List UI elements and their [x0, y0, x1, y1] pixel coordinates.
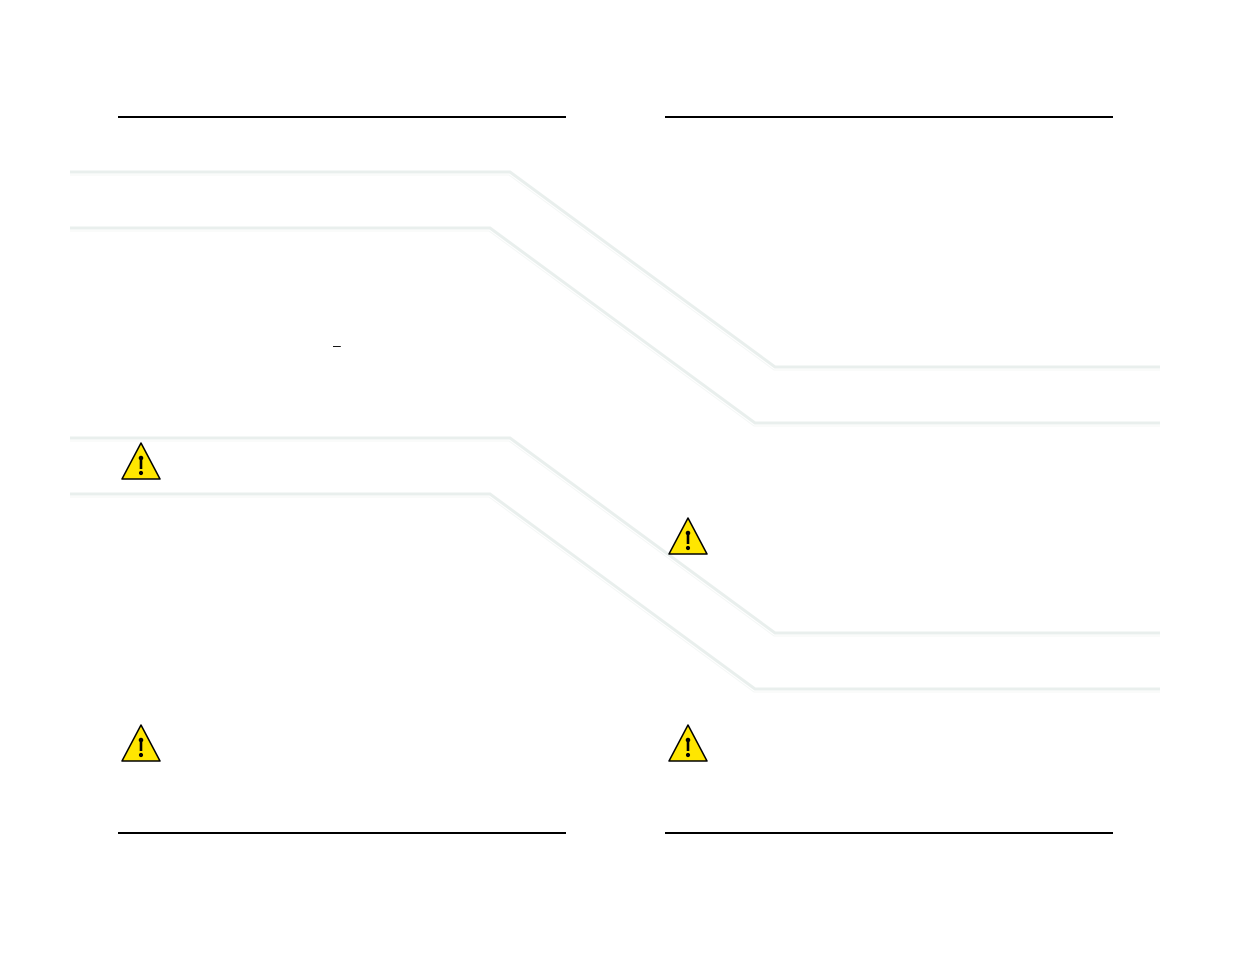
warning-icon-3: [121, 724, 161, 762]
warning-icon-1: [121, 442, 161, 480]
warning-icon-2: [668, 517, 708, 555]
warning-icon-4: [668, 724, 708, 762]
band-4: [0, 0, 1235, 954]
stray-dash: –: [333, 337, 341, 353]
